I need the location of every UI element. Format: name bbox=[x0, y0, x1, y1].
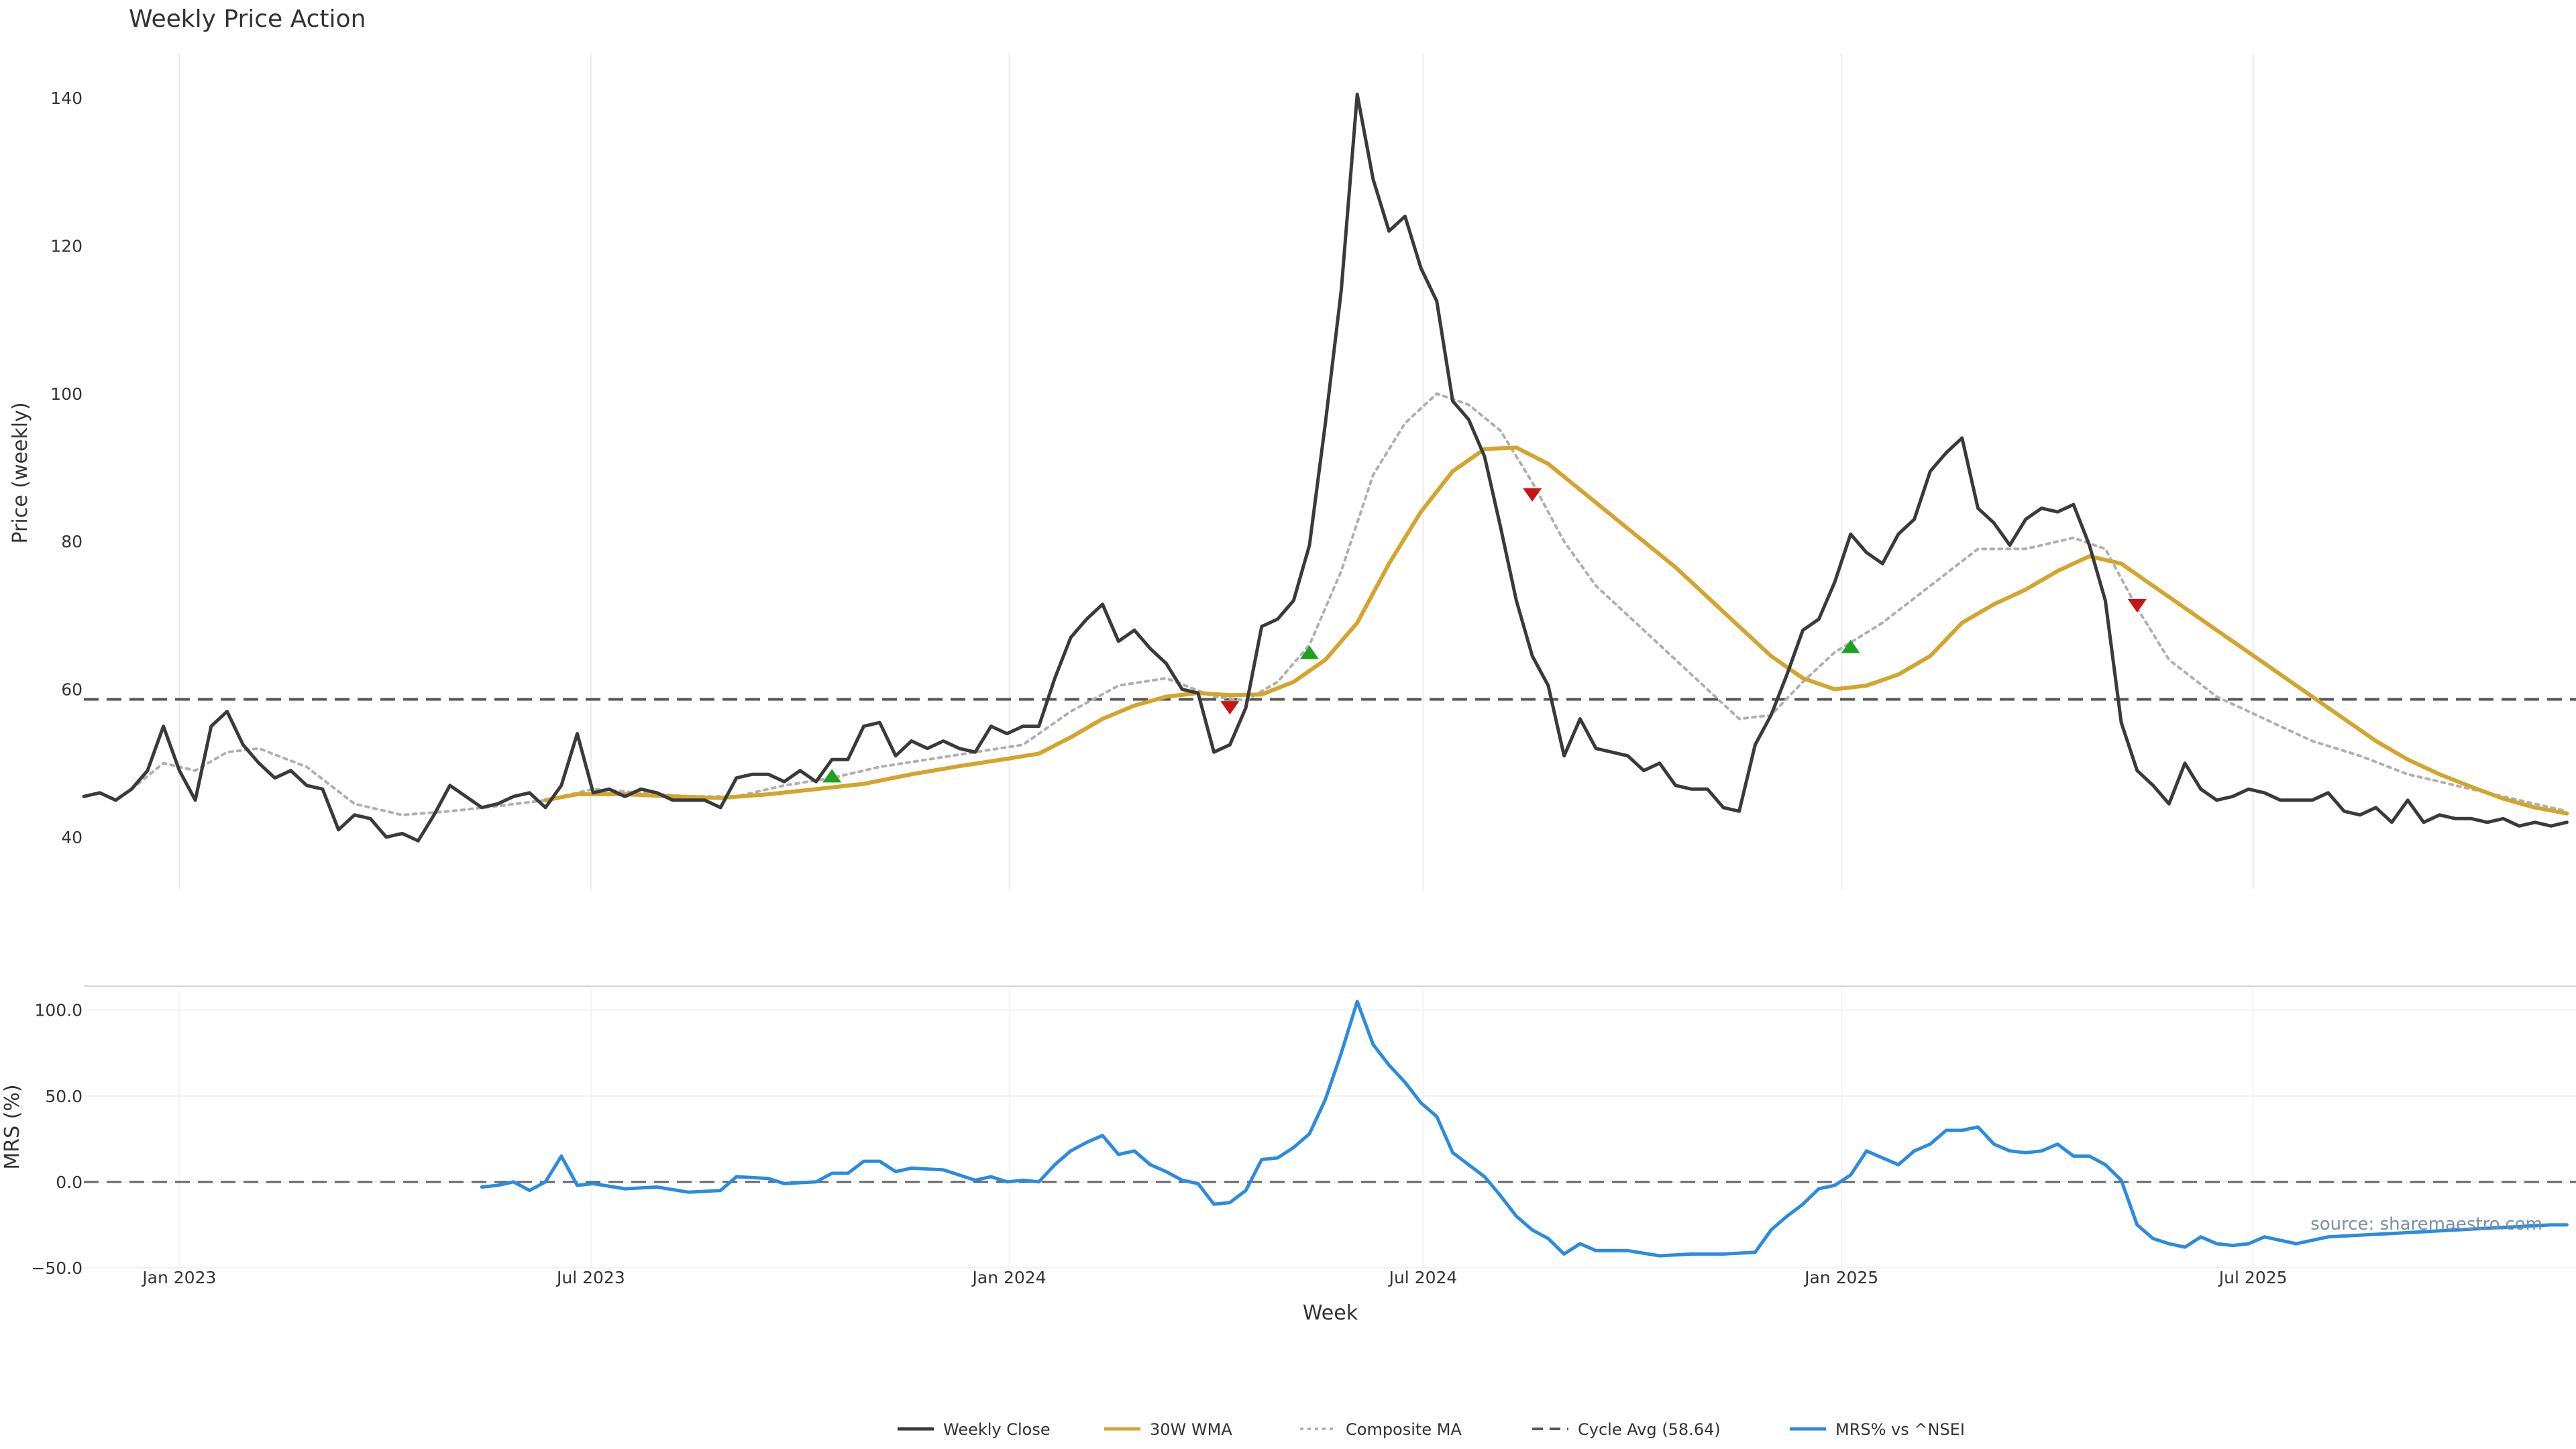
price-grid bbox=[178, 54, 2254, 889]
mrs-grid bbox=[84, 989, 2576, 1271]
sell-signal-marker bbox=[1523, 488, 1542, 502]
price-y-tick-label: 100 bbox=[50, 384, 83, 404]
legend: Weekly Close 30W WMA Composite MA Cycle Avg… bbox=[898, 1420, 1965, 1439]
legend-label-close: Weekly Close bbox=[943, 1420, 1051, 1439]
source-label: source: sharemaestro.com bbox=[2310, 1214, 2542, 1234]
buy-signal-marker bbox=[1299, 645, 1319, 659]
mrs-y-axis-label: MRS (%) bbox=[1, 1084, 24, 1169]
x-tick-label: Jan 2023 bbox=[141, 1268, 216, 1287]
x-axis-label: Week bbox=[1303, 1301, 1358, 1325]
price-y-tick-label: 120 bbox=[50, 236, 83, 256]
x-tick-label: Jul 2025 bbox=[2218, 1268, 2288, 1287]
price-y-ticks: 40 60 80 100 120 140 bbox=[50, 89, 83, 847]
composite-ma-line bbox=[130, 392, 2569, 816]
x-tick-label: Jul 2024 bbox=[1388, 1268, 1458, 1287]
buy-signal-marker bbox=[1841, 639, 1860, 653]
mrs-y-tick-label: 0.0 bbox=[56, 1173, 83, 1192]
mrs-series bbox=[480, 1000, 2569, 1258]
x-axis-ticks: Jan 2023 Jul 2023 Jan 2024 Jul 2024 Jan 2025… bbox=[141, 1268, 2287, 1287]
price-panel: 40 60 80 100 120 140 Price (weekly) bbox=[9, 54, 2576, 889]
chart-title: Weekly Price Action bbox=[129, 5, 366, 33]
price-y-tick-label: 60 bbox=[61, 680, 83, 700]
mrs-y-tick-label: −50.0 bbox=[31, 1258, 83, 1278]
mrs-line bbox=[480, 1000, 2569, 1258]
price-y-tick-label: 140 bbox=[50, 89, 83, 108]
price-series bbox=[82, 93, 2569, 843]
sell-signal-marker bbox=[2127, 599, 2147, 613]
buy-signal-marker bbox=[822, 769, 842, 783]
signal-markers bbox=[822, 488, 2147, 783]
legend-label-wma: 30W WMA bbox=[1150, 1420, 1232, 1439]
price-y-tick-label: 40 bbox=[61, 828, 83, 847]
legend-label-composite: Composite MA bbox=[1346, 1420, 1462, 1439]
price-y-axis-label: Price (weekly) bbox=[9, 402, 32, 543]
weekly-close-line bbox=[82, 93, 2569, 843]
legend-label-mrs: MRS% vs ^NSEI bbox=[1835, 1420, 1965, 1439]
mrs-y-ticks: 100.0 50.0 0.0 −50.0 bbox=[31, 1001, 83, 1278]
sell-signal-marker bbox=[1220, 701, 1240, 715]
legend-label-cycle: Cycle Avg (58.64) bbox=[1578, 1420, 1721, 1439]
30w-wma-line bbox=[543, 445, 2569, 816]
mrs-y-tick-label: 50.0 bbox=[45, 1087, 83, 1106]
price-y-tick-label: 80 bbox=[61, 532, 83, 551]
x-tick-label: Jan 2024 bbox=[971, 1268, 1046, 1287]
x-tick-label: Jan 2025 bbox=[1803, 1268, 1878, 1287]
x-tick-label: Jul 2023 bbox=[555, 1268, 625, 1287]
mrs-panel: 100.0 50.0 0.0 −50.0 MRS (%) source: sharem… bbox=[1, 989, 2576, 1278]
mrs-y-tick-label: 100.0 bbox=[34, 1001, 83, 1020]
